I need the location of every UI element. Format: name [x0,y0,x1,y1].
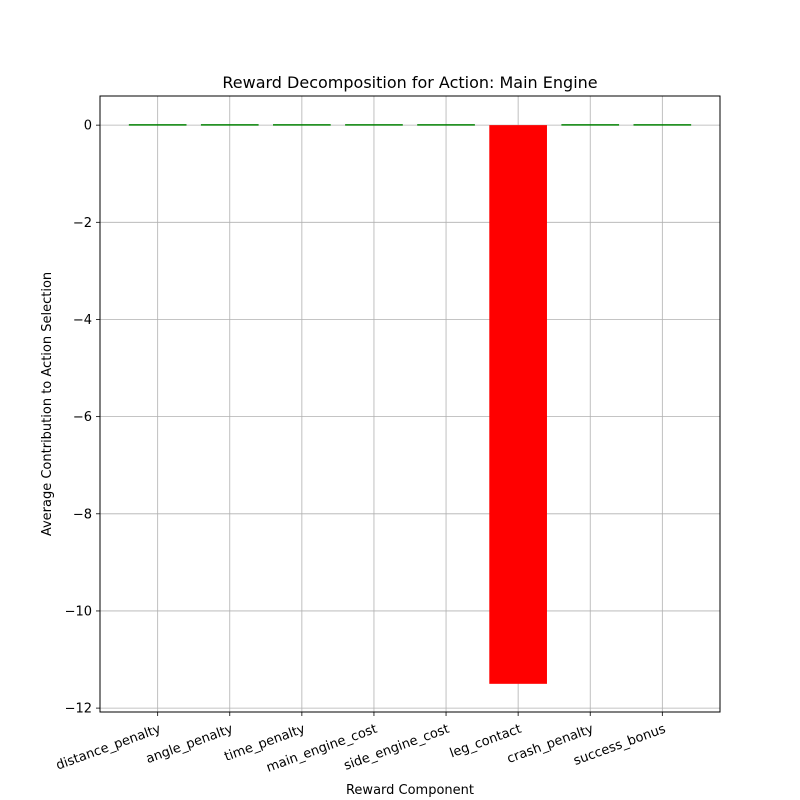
x-axis-label: Reward Component [346,783,474,798]
y-axis-label: Average Contribution to Action Selection [40,272,55,536]
y-tick-label: −8 [73,507,92,522]
bars [128,124,692,684]
grid [100,96,720,712]
ticks: 0−2−4−6−8−10−12distance_penaltyangle_pen… [54,119,668,776]
bar-angle-penalty [200,124,259,126]
chart-title: Reward Decomposition for Action: Main En… [222,73,597,92]
y-tick-label: −12 [65,702,92,717]
bar-main-engine-cost [345,124,403,126]
bar-crash-penalty [561,124,620,126]
bar-success-bonus [633,124,692,126]
y-tick-label: −6 [73,410,92,425]
y-tick-label: −2 [73,216,92,231]
bar-leg-contact [489,125,547,684]
y-tick-label: −4 [73,313,92,328]
bar-distance-penalty [128,124,187,126]
bar-time-penalty [273,124,331,126]
plot-frame [99,95,721,713]
bar-side-engine-cost [417,124,475,126]
x-tick-label: distance_penalty [54,722,163,774]
y-tick-label: 0 [84,119,92,134]
y-tick-label: −10 [65,604,92,619]
